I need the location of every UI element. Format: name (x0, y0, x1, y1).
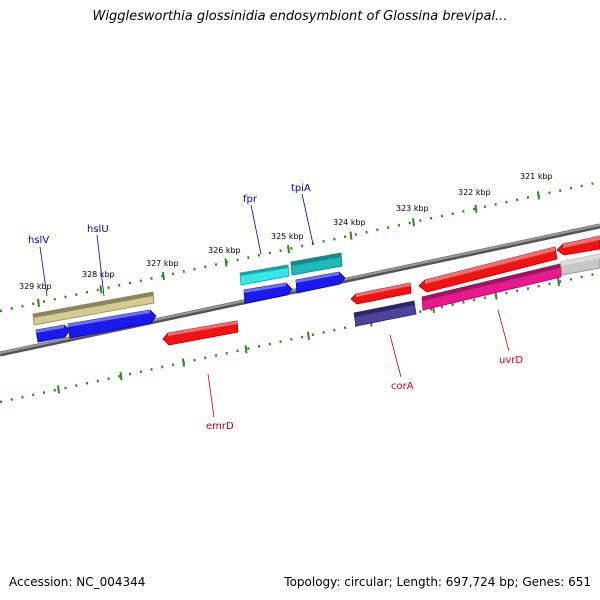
genome-title: Wigglesworthia glossinidia endosymbiont … (92, 9, 508, 24)
outer-major-tick (287, 244, 290, 254)
gene-feature-olive[interactable] (32, 291, 155, 326)
ruler-label: 328 kbp (82, 270, 115, 279)
outer-major-tick (349, 231, 353, 240)
outer-major-tick (474, 204, 478, 213)
gene-label-fpr[interactable]: fpr (243, 194, 258, 205)
outer-major-tick (537, 191, 540, 200)
gene-label-uvrd[interactable]: uvrD (499, 355, 523, 366)
outer-major-tick (99, 285, 103, 294)
gene-feature-tpia[interactable] (295, 271, 346, 294)
gene-feature-red-edge[interactable] (556, 235, 600, 256)
ruler-label: 323 kbp (396, 204, 429, 213)
accession-text: Accession: NC_004344 (9, 575, 146, 589)
label-leaders (39, 193, 510, 418)
gene-label-hslv[interactable]: hslV (28, 235, 49, 246)
gene-labels: hslV hslU fpr tpiA emrD corA uvrD (28, 183, 523, 432)
gene-feature-red-small[interactable] (350, 282, 412, 305)
ruler-label: 324 kbp (333, 218, 366, 227)
gene-feature-red-long[interactable] (418, 246, 558, 293)
gene-feature-uvrd[interactable] (421, 263, 562, 311)
gene-label-cora[interactable]: corA (391, 381, 414, 392)
outer-major-tick (412, 218, 415, 227)
inner-major-tick (119, 371, 123, 381)
gene-feature-emrd[interactable] (162, 320, 239, 346)
outer-major-tick (162, 271, 165, 281)
gene-feature-fpr[interactable] (243, 282, 293, 304)
gene-label-hslu[interactable]: hslU (87, 224, 109, 235)
gene-feature-cora[interactable] (353, 300, 417, 327)
outer-major-tick (224, 258, 228, 267)
ruler-label: 322 kbp (458, 188, 491, 197)
inner-major-tick (307, 331, 310, 340)
inner-major-tick (557, 277, 560, 287)
gene-label-emrd[interactable]: emrD (206, 421, 234, 432)
gene-feature-cyan[interactable] (239, 264, 290, 286)
outer-major-tick (37, 298, 40, 307)
gene-feature-teal[interactable] (290, 252, 343, 276)
inner-major-tick (182, 358, 185, 367)
inner-major-tick (244, 345, 248, 354)
gene-feature-hslv[interactable] (35, 324, 71, 343)
ruler-label: 329 kbp (19, 282, 52, 291)
ruler-label: 325 kbp (271, 232, 304, 241)
ruler-label: 321 kbp (520, 172, 553, 181)
outer-ruler-major-ticks (37, 191, 540, 307)
ruler-labels: 321 kbp 322 kbp 323 kbp 324 kbp 325 kbp … (19, 172, 553, 291)
gene-label-tpia[interactable]: tpiA (291, 183, 311, 194)
topology-text: Topology: circular; Length: 697,724 bp; … (284, 575, 591, 589)
ruler-label: 326 kbp (208, 246, 241, 255)
ruler-label: 327 kbp (146, 259, 179, 268)
gene-feature-gray[interactable] (560, 253, 600, 276)
inner-major-tick (57, 385, 60, 394)
gene-feature-hslu[interactable] (67, 309, 157, 339)
